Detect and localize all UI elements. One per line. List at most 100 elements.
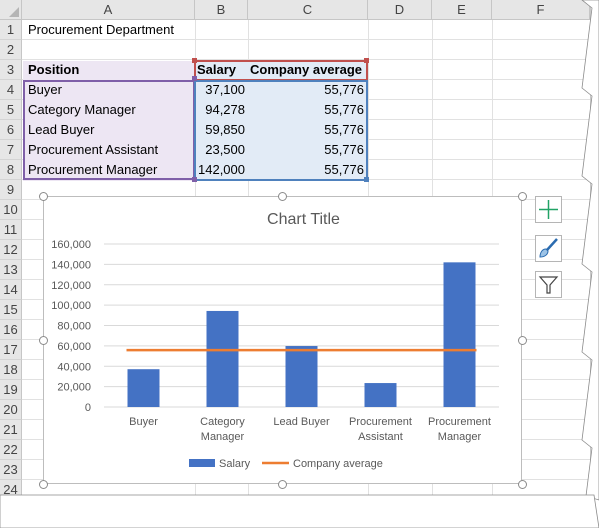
chart-resize-handle[interactable] <box>517 335 527 345</box>
gridline <box>22 59 590 60</box>
row-header-20[interactable]: 20 <box>0 400 22 420</box>
row-header-23[interactable]: 23 <box>0 460 22 480</box>
x-tick-label: Lead Buyer <box>273 416 330 428</box>
row-header-12[interactable]: 12 <box>0 240 22 260</box>
legend-label: Salary <box>219 458 251 470</box>
cell-salary[interactable]: 59,850 <box>205 122 245 137</box>
row-header-21[interactable]: 21 <box>0 420 22 440</box>
values-range-box <box>194 80 368 181</box>
cell-company-average[interactable]: 55,776 <box>324 82 364 97</box>
row-header-18[interactable]: 18 <box>0 360 22 380</box>
x-tick-label: Manager <box>201 431 245 443</box>
brush-icon <box>539 238 558 258</box>
row-header-16[interactable]: 16 <box>0 320 22 340</box>
chart[interactable]: Chart Title 0 20,000 40,000 60,000 80,000 100,… <box>43 196 522 484</box>
chart-svg: Chart Title 0 20,000 40,000 60,000 80,000 100,… <box>51 211 499 470</box>
x-tick-label: Manager <box>438 431 482 443</box>
x-tick-label: Category <box>200 416 245 428</box>
y-tick-label: 120,000 <box>51 280 91 292</box>
row-header-7[interactable]: 7 <box>0 140 22 160</box>
y-tick-label: 40,000 <box>57 361 91 373</box>
chart-title: Chart Title <box>267 211 340 228</box>
row-header-17[interactable]: 17 <box>0 340 22 360</box>
row-header-15[interactable]: 15 <box>0 300 22 320</box>
x-tick-label: Buyer <box>129 416 158 428</box>
y-tick-label: 80,000 <box>57 321 91 333</box>
chart-resize-handle[interactable] <box>517 479 527 489</box>
cell-company-average[interactable]: 55,776 <box>324 102 364 117</box>
cell-company-average[interactable]: 55,776 <box>324 162 364 177</box>
legend-label: Company average <box>293 458 383 470</box>
cell-position[interactable]: Lead Buyer <box>28 122 95 137</box>
y-tick-label: 60,000 <box>57 341 91 353</box>
x-tick-label: Assistant <box>358 431 403 443</box>
chart-filters-button[interactable] <box>535 271 562 298</box>
chart-styles-button[interactable] <box>535 235 562 262</box>
column-header-b[interactable]: B <box>195 0 248 20</box>
column-header-e[interactable]: E <box>432 0 492 20</box>
chart-resize-handle[interactable] <box>38 479 48 489</box>
chart-resize-handle[interactable] <box>277 479 287 489</box>
bar <box>127 369 160 407</box>
bar <box>364 383 397 407</box>
row-header-14[interactable]: 14 <box>0 280 22 300</box>
cell-salary[interactable]: 23,500 <box>205 142 245 157</box>
range-handle[interactable] <box>364 58 369 63</box>
cell-salary[interactable]: 37,100 <box>205 82 245 97</box>
range-handle[interactable] <box>192 177 197 182</box>
row-header-8[interactable]: 8 <box>0 160 22 180</box>
cell-position[interactable]: Procurement Assistant <box>28 142 159 157</box>
row-header-13[interactable]: 13 <box>0 260 22 280</box>
chart-resize-handle[interactable] <box>38 191 48 201</box>
torn-right-edge <box>581 0 599 501</box>
column-header-c[interactable]: C <box>248 0 368 20</box>
row-header-19[interactable]: 19 <box>0 380 22 400</box>
column-header-d[interactable]: D <box>368 0 432 20</box>
row-header-1[interactable]: 1 <box>0 20 22 40</box>
cell-salary[interactable]: 94,278 <box>205 102 245 117</box>
range-handle[interactable] <box>192 76 197 81</box>
filter-icon <box>538 276 559 294</box>
cell-position[interactable]: Buyer <box>28 82 62 97</box>
y-tick-label: 0 <box>85 402 91 414</box>
column-header-a[interactable]: A <box>22 0 195 20</box>
cell-position[interactable]: Category Manager <box>28 102 136 117</box>
header-salary[interactable]: Salary <box>197 62 237 77</box>
x-tick-label: Procurement <box>428 416 491 428</box>
range-handle[interactable] <box>364 177 369 182</box>
cell-company-average[interactable]: 55,776 <box>324 142 364 157</box>
chart-resize-handle[interactable] <box>277 191 287 201</box>
y-tick-label: 100,000 <box>51 300 91 312</box>
cell-a1[interactable]: Procurement Department <box>28 22 174 37</box>
column-header-f[interactable]: F <box>492 0 590 20</box>
header-position[interactable]: Position <box>28 62 80 77</box>
plus-icon <box>539 200 558 219</box>
header-company-average[interactable]: Company average <box>250 62 362 77</box>
chart-resize-handle[interactable] <box>517 191 527 201</box>
chart-elements-button[interactable] <box>535 196 562 223</box>
gridline <box>22 39 590 40</box>
select-all-corner[interactable] <box>0 0 22 20</box>
row-header-6[interactable]: 6 <box>0 120 22 140</box>
row-header-2[interactable]: 2 <box>0 40 22 60</box>
y-tick-label: 160,000 <box>51 239 91 251</box>
row-header-10[interactable]: 10 <box>0 200 22 220</box>
legend-swatch-bar <box>189 459 215 467</box>
bar <box>285 346 318 407</box>
row-header-22[interactable]: 22 <box>0 440 22 460</box>
row-header-3[interactable]: 3 <box>0 60 22 80</box>
row-header-4[interactable]: 4 <box>0 80 22 100</box>
bar <box>206 310 239 407</box>
y-tick-label: 20,000 <box>57 382 91 394</box>
range-handle[interactable] <box>192 58 197 63</box>
cell-salary[interactable]: 142,000 <box>198 162 245 177</box>
torn-bottom-edge <box>0 494 599 528</box>
chart-resize-handle[interactable] <box>38 335 48 345</box>
cell-company-average[interactable]: 55,776 <box>324 122 364 137</box>
row-header-11[interactable]: 11 <box>0 220 22 240</box>
row-header-9[interactable]: 9 <box>0 180 22 200</box>
row-header-5[interactable]: 5 <box>0 100 22 120</box>
cell-position[interactable]: Procurement Manager <box>28 162 158 177</box>
